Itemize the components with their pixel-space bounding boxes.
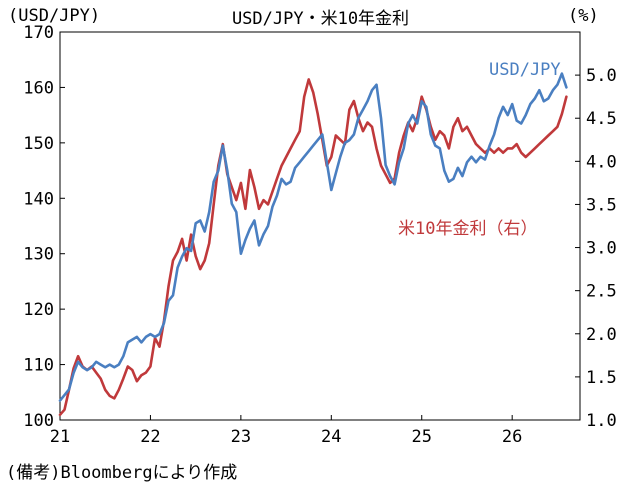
x-tick-label: 26 — [502, 427, 522, 447]
x-tick-label: 23 — [231, 427, 251, 447]
right-axis-ticks: 1.0 1.5 2.0 2.5 3.0 3.5 4.0 4.5 5.0 — [575, 66, 617, 431]
left-tick-label: 140 — [23, 189, 54, 209]
left-tick-label: 160 — [23, 78, 54, 98]
plot-frame — [59, 31, 581, 421]
right-tick-label: 3.5 — [586, 195, 617, 215]
right-tick-label: 4.0 — [586, 152, 617, 172]
right-axis-unit: (%) — [568, 6, 599, 26]
right-tick-label: 1.0 — [586, 411, 617, 431]
left-axis-ticks: 100 110 120 130 140 150 160 170 — [23, 23, 65, 431]
x-tick-label: 25 — [411, 427, 431, 447]
axes — [59, 31, 581, 421]
left-tick-label: 130 — [23, 245, 54, 265]
left-tick-label: 110 — [23, 356, 54, 376]
left-tick-label: 150 — [23, 134, 54, 154]
right-tick-label: 2.0 — [586, 325, 617, 345]
chart-title: USD/JPY・米10年金利 — [231, 9, 410, 29]
usdjpy-line — [58, 72, 568, 402]
usdjpy-series-label: USD/JPY — [489, 60, 561, 80]
source-note: (備考)Bloombergにより作成 — [6, 463, 238, 483]
right-tick-label: 3.0 — [586, 239, 617, 259]
right-tick-label: 2.5 — [586, 282, 617, 302]
right-tick-label: 1.5 — [586, 368, 617, 388]
x-tick-label: 24 — [321, 427, 341, 447]
series-lines — [58, 72, 568, 417]
us10y-series-label: 米10年金利（右） — [398, 219, 538, 239]
x-tick-label: 22 — [140, 427, 160, 447]
us10y-line — [58, 78, 568, 417]
right-tick-label: 4.5 — [586, 109, 617, 129]
left-tick-label: 170 — [23, 23, 54, 43]
left-tick-label: 100 — [23, 411, 54, 431]
x-tick-label: 21 — [50, 427, 70, 447]
right-tick-label: 5.0 — [586, 66, 617, 86]
x-axis-ticks: 21 22 23 24 25 26 — [50, 415, 522, 447]
left-axis-unit: (USD/JPY) — [8, 6, 101, 26]
left-tick-label: 120 — [23, 300, 54, 320]
